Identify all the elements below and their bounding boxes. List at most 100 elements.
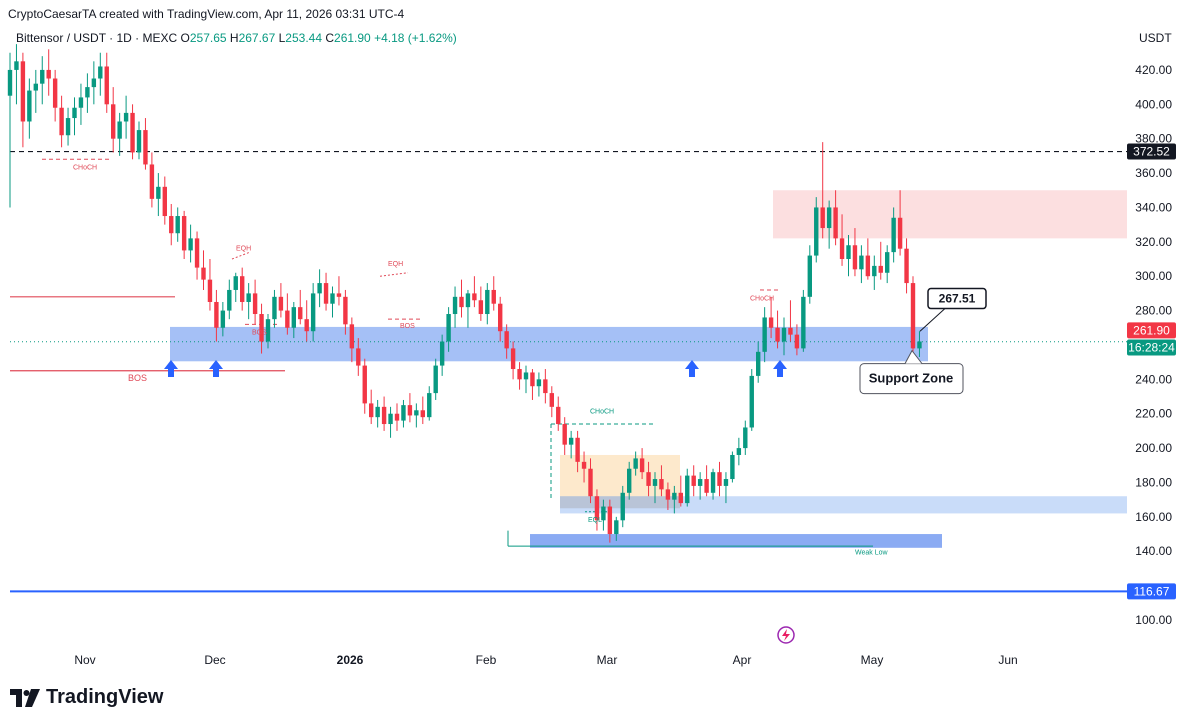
candle[interactable] [717,461,722,497]
candle[interactable] [710,468,716,500]
candle[interactable] [104,52,109,113]
candle[interactable] [723,472,729,504]
candle[interactable] [459,279,464,318]
candle[interactable] [149,152,155,208]
candle[interactable] [472,276,477,308]
candle[interactable] [72,97,77,136]
candle[interactable] [33,69,38,113]
candle[interactable] [394,403,400,431]
candle[interactable] [788,300,793,342]
candle[interactable] [517,362,522,390]
candle[interactable] [85,73,90,113]
tradingview-logo[interactable]: TradingView [10,686,163,709]
candle[interactable] [762,307,767,363]
candle[interactable] [369,389,374,425]
candle[interactable] [252,279,258,325]
candle[interactable] [562,417,567,455]
candle[interactable] [111,87,116,153]
candle[interactable] [575,430,580,473]
candle[interactable] [188,224,193,263]
candle[interactable] [246,283,251,320]
price-tag[interactable]: 372.52 [1127,143,1176,160]
candle[interactable] [14,44,19,105]
candle[interactable] [846,234,851,277]
candle[interactable] [265,314,271,349]
candle[interactable] [323,272,329,311]
candle[interactable] [381,396,387,431]
candle[interactable] [65,107,71,146]
candle[interactable] [536,372,542,397]
candle[interactable] [607,499,613,543]
candle[interactable] [859,245,864,284]
candle[interactable] [46,49,51,96]
currency-label[interactable]: USDT [1139,31,1172,45]
candle[interactable] [510,341,516,380]
candle[interactable] [672,485,677,514]
candle[interactable] [7,52,13,208]
candle[interactable] [317,269,322,308]
candle[interactable] [781,317,787,356]
candle[interactable] [826,200,832,249]
candle[interactable] [343,289,348,335]
candle[interactable] [704,465,709,497]
demand-zone-1[interactable] [560,496,1127,514]
candle[interactable] [291,301,296,339]
candle[interactable] [556,396,561,431]
candle[interactable] [872,255,877,290]
candle[interactable] [633,451,638,476]
candle[interactable] [162,176,167,225]
candle[interactable] [665,482,671,510]
candle[interactable] [549,386,554,418]
lightning-icon[interactable] [777,626,795,644]
candle[interactable] [627,461,632,500]
candle[interactable] [685,468,690,507]
candle[interactable] [20,52,26,148]
candle[interactable] [439,334,445,376]
candle[interactable] [123,95,129,139]
candle[interactable] [601,499,606,531]
candle[interactable] [362,358,367,414]
price-tag[interactable]: 261.90 [1127,322,1176,339]
candle[interactable] [349,317,355,363]
candle[interactable] [523,365,529,394]
candle[interactable] [117,112,122,156]
symbol-legend[interactable]: Bittensor / USDT · 1D · MEXC O257.65 H26… [16,31,457,45]
candle[interactable] [194,231,200,280]
candle[interactable] [794,324,800,356]
candle[interactable] [240,267,245,311]
candle[interactable] [852,228,858,277]
candle[interactable] [581,451,587,483]
candle[interactable] [917,331,922,357]
candle[interactable] [833,190,838,246]
candle[interactable] [78,83,84,125]
candle[interactable] [220,301,226,337]
candle[interactable] [756,341,761,383]
candle[interactable] [491,276,496,311]
candle[interactable] [259,303,264,354]
candle[interactable] [801,289,806,352]
candle[interactable] [169,204,174,246]
candle[interactable] [59,95,64,148]
candle[interactable] [143,118,148,170]
candle[interactable] [375,399,380,428]
candle[interactable] [820,142,825,239]
candle[interactable] [214,289,219,342]
candle[interactable] [401,399,406,428]
candle[interactable] [136,121,142,160]
candle[interactable] [485,283,490,325]
candle[interactable] [904,238,909,294]
candle[interactable] [620,485,625,528]
candle[interactable] [407,393,413,423]
candle[interactable] [233,272,238,302]
candle[interactable] [478,286,484,321]
candle[interactable] [839,214,845,266]
candle[interactable] [91,61,97,105]
candle[interactable] [568,430,574,459]
candle[interactable] [40,56,45,105]
candle[interactable] [130,104,135,160]
candle[interactable] [304,300,309,342]
candle[interactable] [181,210,187,260]
candle[interactable] [175,207,180,242]
candle[interactable] [427,386,432,421]
candle[interactable] [878,241,883,280]
